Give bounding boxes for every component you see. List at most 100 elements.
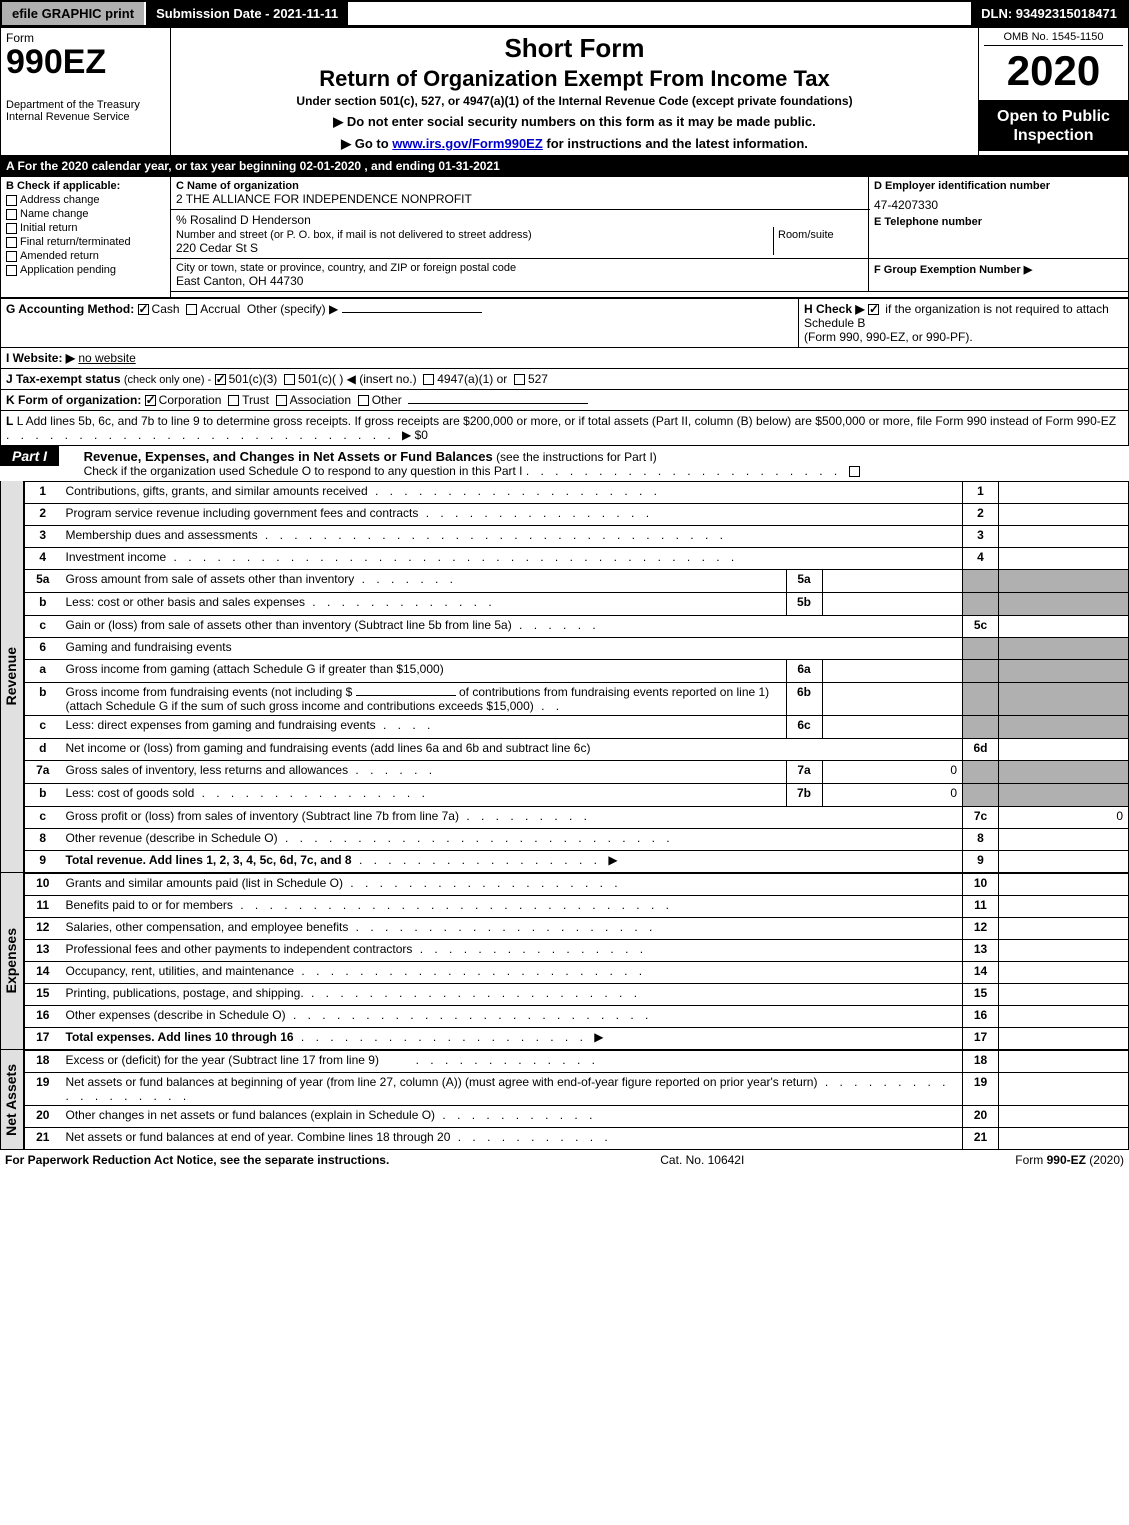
iv-5b bbox=[822, 593, 962, 615]
street-label: Number and street (or P. O. box, if mail… bbox=[176, 229, 532, 241]
submission-date-button[interactable]: Submission Date - 2021-11-11 bbox=[146, 2, 350, 25]
shade-7b bbox=[963, 784, 999, 807]
desc-13: Professional fees and other payments to … bbox=[61, 940, 963, 962]
ln-17: 17 bbox=[25, 1028, 61, 1050]
j-527-checkbox[interactable] bbox=[514, 374, 525, 385]
boxb-check-4[interactable] bbox=[6, 251, 17, 262]
ln-15: 15 bbox=[25, 984, 61, 1006]
iv-5a bbox=[822, 570, 962, 592]
ln-6: 6 bbox=[25, 638, 61, 660]
rn-6d: 6d bbox=[963, 739, 999, 761]
street-value: 220 Cedar St S bbox=[176, 241, 773, 255]
j-501c3-checkbox[interactable] bbox=[215, 374, 226, 385]
j-4947-checkbox[interactable] bbox=[423, 374, 434, 385]
desc-10: Grants and similar amounts paid (list in… bbox=[61, 874, 963, 896]
ln-3: 3 bbox=[25, 526, 61, 548]
line-i-label: I Website: ▶ bbox=[6, 351, 75, 365]
rn-12: 12 bbox=[963, 918, 999, 940]
irs-link[interactable]: www.irs.gov/Form990EZ bbox=[392, 136, 543, 151]
rn-14: 14 bbox=[963, 962, 999, 984]
efile-print-button[interactable]: efile GRAPHIC print bbox=[2, 2, 146, 25]
amt-16 bbox=[999, 1006, 1129, 1028]
accrual-label: Accrual bbox=[200, 302, 240, 316]
j-4947-label: 4947(a)(1) or bbox=[437, 372, 507, 386]
line-j-note: (check only one) - bbox=[124, 374, 211, 386]
netassets-section: Net Assets 18Excess or (deficit) for the… bbox=[0, 1050, 1129, 1150]
ln-5b: b bbox=[25, 593, 61, 616]
netassets-table: 18Excess or (deficit) for the year (Subt… bbox=[24, 1050, 1129, 1150]
shade-6b bbox=[963, 683, 999, 716]
boxb-check-5[interactable] bbox=[6, 265, 17, 276]
ln-20: 20 bbox=[25, 1106, 61, 1128]
shade-5a-amt bbox=[999, 570, 1129, 593]
ln-7c: c bbox=[25, 807, 61, 829]
amt-11 bbox=[999, 896, 1129, 918]
boxb-check-0[interactable] bbox=[6, 195, 17, 206]
amt-21 bbox=[999, 1128, 1129, 1150]
linek-check-1[interactable] bbox=[228, 395, 239, 406]
rn-18: 18 bbox=[963, 1051, 999, 1073]
in-5b: 5b bbox=[786, 593, 822, 615]
top-bar: efile GRAPHIC print Submission Date - 20… bbox=[0, 0, 1129, 27]
linek-check-2[interactable] bbox=[276, 395, 287, 406]
linek-label-3: Other bbox=[372, 393, 402, 407]
amt-5c bbox=[999, 616, 1129, 638]
desc-18: Excess or (deficit) for the year (Subtra… bbox=[61, 1051, 963, 1073]
boxb-check-1[interactable] bbox=[6, 209, 17, 220]
shade-6 bbox=[963, 638, 999, 660]
amt-4 bbox=[999, 548, 1129, 570]
in-7a: 7a bbox=[786, 761, 822, 783]
desc-16: Other expenses (describe in Schedule O) … bbox=[61, 1006, 963, 1028]
footer: For Paperwork Reduction Act Notice, see … bbox=[0, 1150, 1129, 1170]
line-g-label: G Accounting Method: bbox=[6, 302, 134, 316]
amt-12 bbox=[999, 918, 1129, 940]
rn-8: 8 bbox=[963, 829, 999, 851]
j-501c-label: 501(c)( ) ◀ (insert no.) bbox=[298, 372, 417, 386]
desc-6d: Net income or (loss) from gaming and fun… bbox=[61, 739, 963, 761]
j-501c3-label: 501(c)(3) bbox=[229, 372, 278, 386]
rn-7c: 7c bbox=[963, 807, 999, 829]
desc-19: Net assets or fund balances at beginning… bbox=[61, 1073, 963, 1106]
accrual-checkbox[interactable] bbox=[186, 304, 197, 315]
goto-line: ▶ Go to www.irs.gov/Form990EZ for instru… bbox=[176, 136, 973, 152]
rn-19: 19 bbox=[963, 1073, 999, 1106]
shade-6a bbox=[963, 660, 999, 683]
box-e-label: E Telephone number bbox=[874, 216, 1123, 228]
rn-16: 16 bbox=[963, 1006, 999, 1028]
linek-check-3[interactable] bbox=[358, 395, 369, 406]
boxb-label-5: Application pending bbox=[20, 264, 116, 276]
shade-6a-amt bbox=[999, 660, 1129, 683]
amt-10 bbox=[999, 874, 1129, 896]
desc-5c: Gain or (loss) from sale of assets other… bbox=[61, 616, 963, 638]
in-5a: 5a bbox=[786, 570, 822, 592]
cash-checkbox[interactable] bbox=[138, 304, 149, 315]
boxb-check-2[interactable] bbox=[6, 223, 17, 234]
desc-20: Other changes in net assets or fund bala… bbox=[61, 1106, 963, 1128]
cash-label: Cash bbox=[152, 302, 180, 316]
desc-7b: Less: cost of goods sold . . . . . . . .… bbox=[61, 784, 787, 806]
part1-title: Revenue, Expenses, and Changes in Net As… bbox=[84, 449, 493, 464]
linek-label-0: Corporation bbox=[159, 393, 222, 407]
desc-5b: Less: cost or other basis and sales expe… bbox=[61, 593, 787, 615]
city-label: City or town, state or province, country… bbox=[176, 262, 863, 274]
desc-6a: Gross income from gaming (attach Schedul… bbox=[61, 660, 787, 682]
ln-2: 2 bbox=[25, 504, 61, 526]
ln-6b: b bbox=[25, 683, 61, 716]
boxb-label-4: Amended return bbox=[20, 250, 99, 262]
line-h-checkbox[interactable] bbox=[868, 304, 879, 315]
part1-label: Part I bbox=[0, 446, 59, 466]
rn-11: 11 bbox=[963, 896, 999, 918]
rn-9: 9 bbox=[963, 851, 999, 873]
boxb-check-3[interactable] bbox=[6, 237, 17, 248]
footer-left: For Paperwork Reduction Act Notice, see … bbox=[5, 1153, 389, 1167]
j-501c-checkbox[interactable] bbox=[284, 374, 295, 385]
iv-6b bbox=[822, 683, 962, 715]
care-of: % Rosalind D Henderson bbox=[176, 213, 863, 227]
line-k-label: K Form of organization: bbox=[6, 393, 141, 407]
line-l-text: L Add lines 5b, 6c, and 7b to line 9 to … bbox=[17, 414, 1116, 428]
part1-schedule-o-checkbox[interactable] bbox=[849, 466, 860, 477]
footer-mid: Cat. No. 10642I bbox=[660, 1153, 744, 1167]
rn-15: 15 bbox=[963, 984, 999, 1006]
line-a-tax-year: A For the 2020 calendar year, or tax yea… bbox=[0, 156, 1129, 176]
linek-check-0[interactable] bbox=[145, 395, 156, 406]
